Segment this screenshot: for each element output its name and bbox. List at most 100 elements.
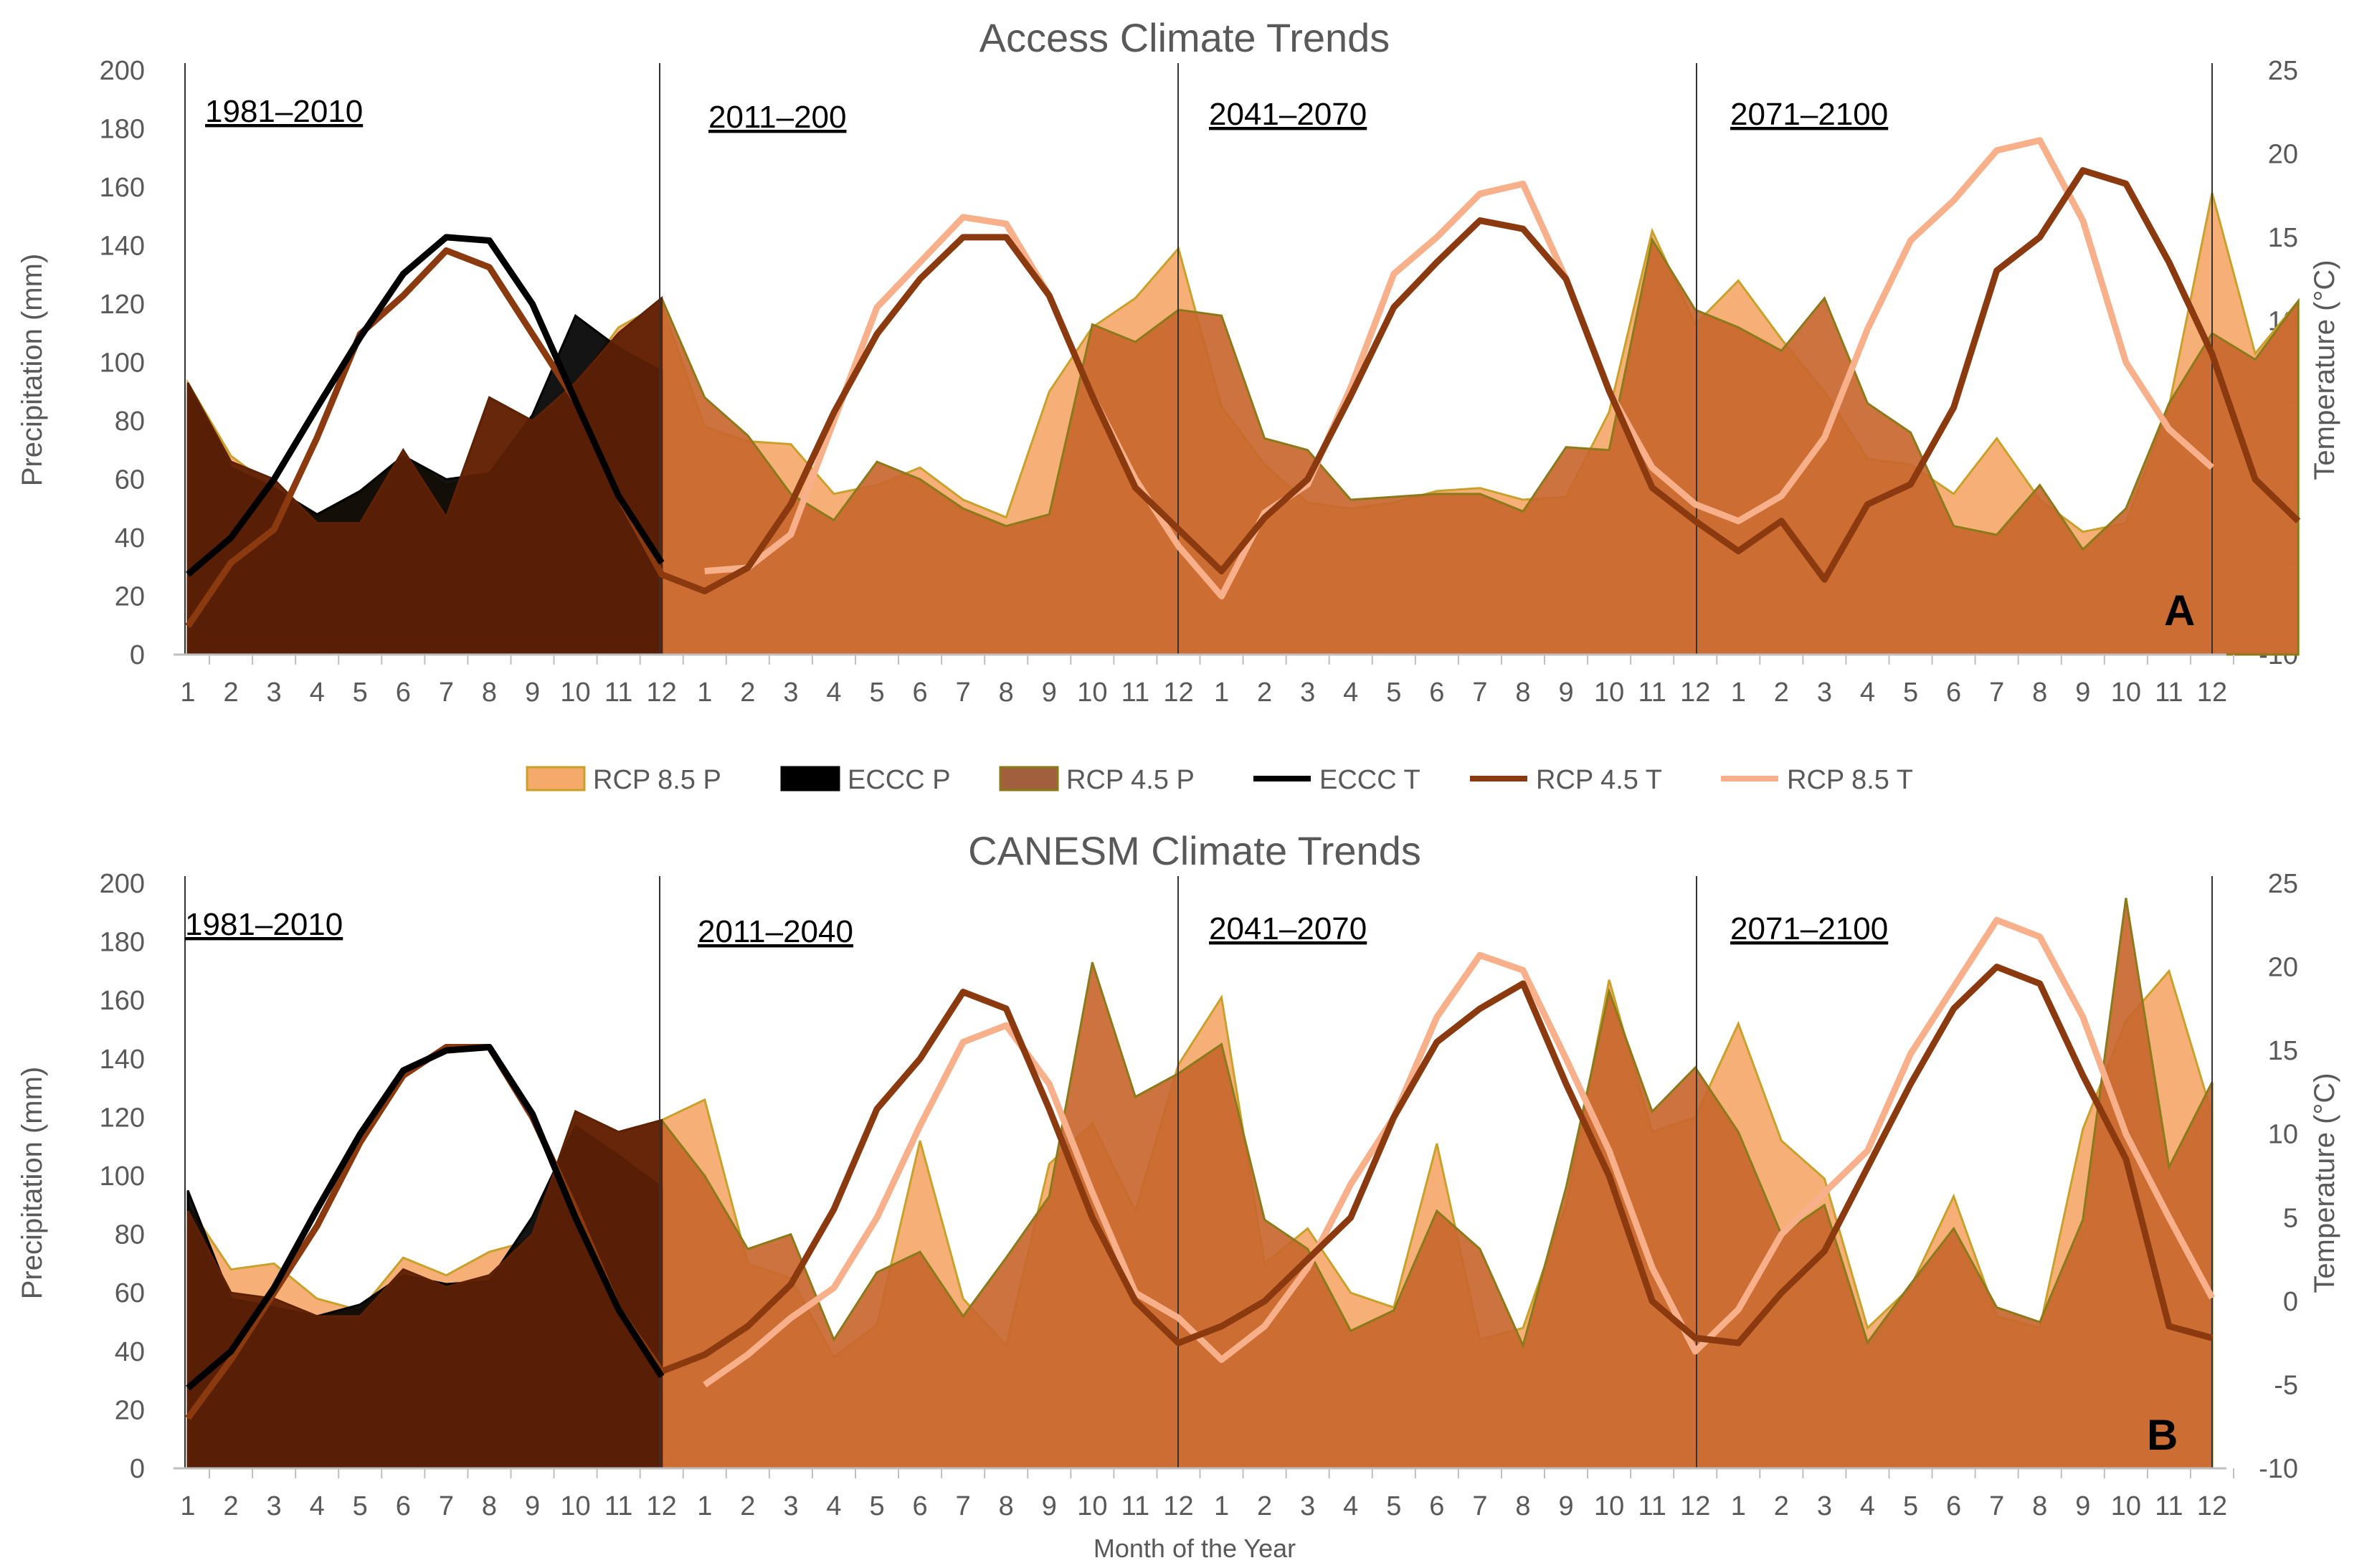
x-tick-label: 5 (1903, 1491, 1918, 1521)
x-tick-label: 1 (1214, 678, 1229, 708)
x-tick-label: 7 (1472, 678, 1487, 708)
x-tick-label: 8 (482, 1491, 497, 1521)
y-tick-label-right: 25 (2268, 56, 2298, 86)
x-tick-label: 8 (999, 1491, 1014, 1521)
panel-letter: A (2164, 586, 2195, 635)
x-tick-label: 2 (223, 1491, 238, 1521)
y-tick-label-left: 20 (115, 1395, 145, 1425)
x-tick-label: 11 (1121, 1491, 1149, 1521)
x-tick-label: 4 (826, 1491, 841, 1521)
y-tick-label-left: 160 (100, 173, 145, 203)
rcp85-temp-line (703, 916, 2215, 1388)
legend-swatch (780, 766, 840, 792)
y-tick-label-right: 20 (2268, 953, 2298, 983)
x-tick-label: 6 (913, 1491, 928, 1521)
y-tick-label-left: 180 (100, 928, 145, 958)
x-tick-label: 1 (697, 678, 712, 708)
x-tick-label: 3 (267, 1491, 282, 1521)
x-tick-label: 4 (1860, 1491, 1875, 1521)
y-axis-right-title: Temperature (°C) (2309, 260, 2340, 480)
legend-label: ECCC T (1319, 765, 1420, 795)
x-tick-label: 11 (1638, 678, 1666, 708)
x-tick-label: 11 (604, 1491, 632, 1521)
period-label: 2071–2100 (1730, 911, 1888, 946)
y-tick-label-right: 25 (2268, 869, 2298, 899)
y-tick-label-left: 60 (115, 465, 145, 495)
x-tick-label: 7 (439, 1491, 454, 1521)
x-tick-label: 8 (1515, 1491, 1530, 1521)
period-label: 1981–2010 (205, 94, 363, 129)
y-axis-left-title: Precipitation (mm) (16, 1067, 48, 1300)
x-tick-label: 2 (1257, 678, 1272, 708)
x-tick-label: 3 (1817, 1491, 1832, 1521)
eccc-temp-line (186, 234, 665, 577)
x-tick-label: 2 (1774, 678, 1789, 708)
y-tick-label-right: 15 (2268, 223, 2298, 253)
y-tick-label-left: 80 (115, 407, 145, 437)
x-axis-title: Month of the Year (1094, 1534, 1296, 1563)
y-tick-label-left: 40 (115, 1337, 145, 1367)
x-tick-label: 10 (1077, 678, 1107, 708)
legend-label: RCP 8.5 P (593, 765, 721, 795)
x-tick-label: 6 (913, 678, 928, 708)
x-tick-label: 5 (869, 1491, 884, 1521)
x-tick-label: 4 (1860, 678, 1875, 708)
x-tick-label: 12 (2197, 678, 2227, 708)
x-tick-label: 3 (267, 678, 282, 708)
x-tick-label: 4 (310, 1491, 325, 1521)
x-tick-label: 8 (2032, 1491, 2047, 1521)
x-tick-label: 3 (1300, 1491, 1315, 1521)
x-tick-label: 7 (956, 1491, 971, 1521)
legend-label: ECCC P (848, 765, 951, 795)
y-tick-label-left: 180 (100, 115, 145, 145)
x-tick-label: 10 (1594, 1491, 1624, 1521)
x-tick-label: 8 (2032, 678, 2047, 708)
x-tick-label: 4 (826, 678, 841, 708)
x-tick-label: 5 (1386, 678, 1401, 708)
x-tick-label: 10 (1594, 678, 1624, 708)
y-tick-label-left: 140 (100, 1045, 145, 1075)
x-tick-label: 9 (1042, 678, 1057, 708)
y-axis-right-title: Temperature (°C) (2309, 1073, 2340, 1293)
x-tick-label: 11 (2155, 1491, 2183, 1521)
x-tick-label: 4 (1343, 678, 1358, 708)
chart-title: CANESM Climate Trends (968, 828, 1421, 873)
x-tick-label: 5 (1903, 678, 1918, 708)
x-tick-label: 9 (1042, 1491, 1057, 1521)
y-tick-label-left: 120 (100, 290, 145, 320)
x-tick-label: 1 (180, 1491, 195, 1521)
y-tick-label-left: 200 (100, 56, 145, 86)
y-tick-label-left: 0 (130, 640, 145, 670)
x-tick-label: 10 (2111, 678, 2141, 708)
y-tick-label-left: 100 (100, 348, 145, 379)
x-tick-label: 9 (525, 678, 540, 708)
x-tick-label: 3 (1300, 678, 1315, 708)
x-tick-label: 10 (2111, 1491, 2141, 1521)
x-tick-label: 12 (1680, 1491, 1710, 1521)
y-tick-label-left: 0 (130, 1454, 145, 1484)
x-tick-label: 12 (647, 1491, 677, 1521)
x-tick-label: 5 (353, 1491, 368, 1521)
x-tick-label: 9 (525, 1491, 540, 1521)
x-tick-label: 11 (604, 678, 632, 708)
legend-swatch (999, 766, 1059, 792)
rcp45-temp-line (185, 167, 2301, 628)
x-tick-label: 6 (1946, 678, 1961, 708)
y-tick-label-left: 100 (100, 1161, 145, 1192)
period-label: 2011–200 (708, 100, 847, 135)
x-tick-label: 2 (740, 1491, 755, 1521)
x-tick-label: 12 (1680, 678, 1710, 708)
x-tick-label: 1 (697, 1491, 712, 1521)
legend-label: RCP 4.5 P (1066, 765, 1195, 795)
y-tick-label-right: 10 (2268, 1120, 2298, 1150)
y-tick-label-left: 20 (115, 582, 145, 612)
y-tick-label-right: -10 (2259, 1454, 2298, 1484)
access-climate-panel: Access Climate Trends Precipitation (mm)… (16, 15, 2340, 708)
x-tick-label: 10 (1077, 1491, 1107, 1521)
panel-letter: B (2147, 1411, 2178, 1459)
y-tick-label-right: 20 (2268, 139, 2298, 169)
x-tick-label: 5 (353, 678, 368, 708)
period-label: 1981–2010 (185, 907, 343, 942)
y-tick-label-left: 200 (100, 869, 145, 899)
x-tick-label: 6 (396, 1491, 411, 1521)
